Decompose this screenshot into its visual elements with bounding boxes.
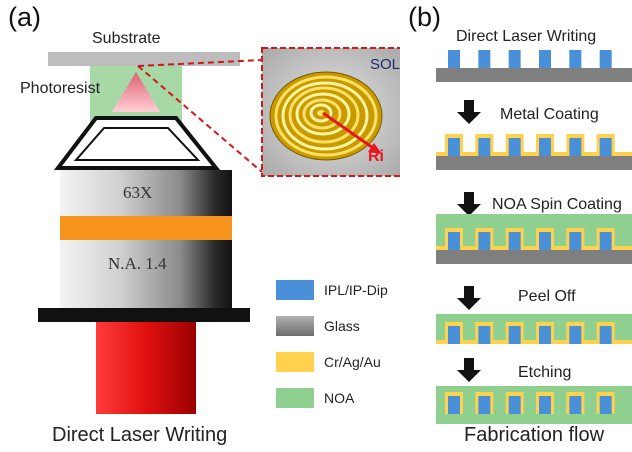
legend-label: Cr/Ag/Au — [324, 354, 381, 370]
inset-sol-label: SOL — [370, 56, 401, 73]
fabrication-flow-diagram — [436, 50, 632, 424]
down-arrow-icon — [457, 100, 481, 124]
legend-label: IPL/IP-Dip — [324, 282, 388, 298]
panel-a-caption: Direct Laser Writing — [52, 424, 228, 446]
panel-b-caption: Fabrication flow — [464, 424, 605, 446]
pillar — [569, 232, 582, 250]
pillar — [478, 396, 491, 414]
panel-a-label: (a) — [8, 2, 41, 32]
pillar — [599, 50, 612, 68]
step-label-peel-off: Peel Off — [518, 288, 576, 305]
substrate-label: Substrate — [92, 30, 161, 47]
pillar — [508, 396, 521, 414]
pillar — [448, 396, 460, 414]
pillar — [508, 326, 521, 344]
substrate-bar — [48, 52, 240, 66]
glass-layer — [436, 156, 632, 170]
pillar — [599, 232, 612, 250]
down-arrow-icon — [457, 286, 481, 310]
step-label-direct-laser-writing: Direct Laser Writing — [456, 28, 597, 45]
pillar — [599, 326, 612, 344]
pillar — [599, 396, 612, 414]
metal-layer — [436, 340, 632, 344]
pillar — [569, 396, 582, 414]
objective-base — [38, 308, 250, 322]
pillar — [508, 50, 521, 68]
pillar — [569, 326, 582, 344]
pillar — [508, 232, 521, 250]
pillar — [539, 138, 551, 156]
pillar — [569, 138, 582, 156]
metal-layer — [436, 246, 632, 250]
glass-layer — [436, 68, 632, 82]
pillar — [539, 50, 551, 68]
pillar — [599, 138, 612, 156]
panel-b-label: (b) — [408, 2, 441, 32]
orange-band — [60, 216, 232, 240]
legend-swatch-metal — [276, 352, 314, 372]
legend-label: NOA — [324, 390, 355, 406]
pillar — [569, 50, 582, 68]
inset-ri-label: Ri — [368, 148, 384, 165]
microscope-diagram — [38, 47, 400, 414]
pillar — [478, 232, 491, 250]
metal-layer — [436, 152, 632, 156]
pillar — [448, 50, 460, 68]
pillar — [508, 138, 521, 156]
pillar — [478, 50, 491, 68]
pillar — [539, 396, 551, 414]
down-arrow-icon — [457, 358, 481, 382]
legend-swatch-noa — [276, 388, 314, 408]
pillar — [478, 138, 491, 156]
pillar — [539, 326, 551, 344]
step-label-noa-spin-coating: NOA Spin Coating — [492, 196, 622, 213]
pillar — [448, 326, 460, 344]
legend-label: Glass — [324, 318, 360, 334]
photoresist-label: Photoresist — [20, 80, 101, 97]
pillar — [478, 326, 491, 344]
step-label-metal-coating: Metal Coating — [500, 106, 599, 123]
legend-swatch-ipl — [276, 280, 314, 300]
legend-swatch-glass — [276, 316, 314, 336]
laser-source — [96, 322, 196, 414]
step-label-etching: Etching — [518, 364, 572, 381]
laser-cone — [112, 72, 160, 112]
legend: IPL/IP-Dip Glass Cr/Ag/Au NOA — [276, 280, 416, 420]
down-arrow-icon — [457, 192, 481, 216]
pillar — [448, 232, 460, 250]
pillar — [448, 138, 460, 156]
magnification-label: 63X — [123, 183, 153, 202]
pillar — [539, 232, 551, 250]
na-label: N.A. 1.4 — [108, 254, 167, 273]
radius-arrow — [322, 111, 377, 152]
glass-layer — [436, 250, 632, 264]
